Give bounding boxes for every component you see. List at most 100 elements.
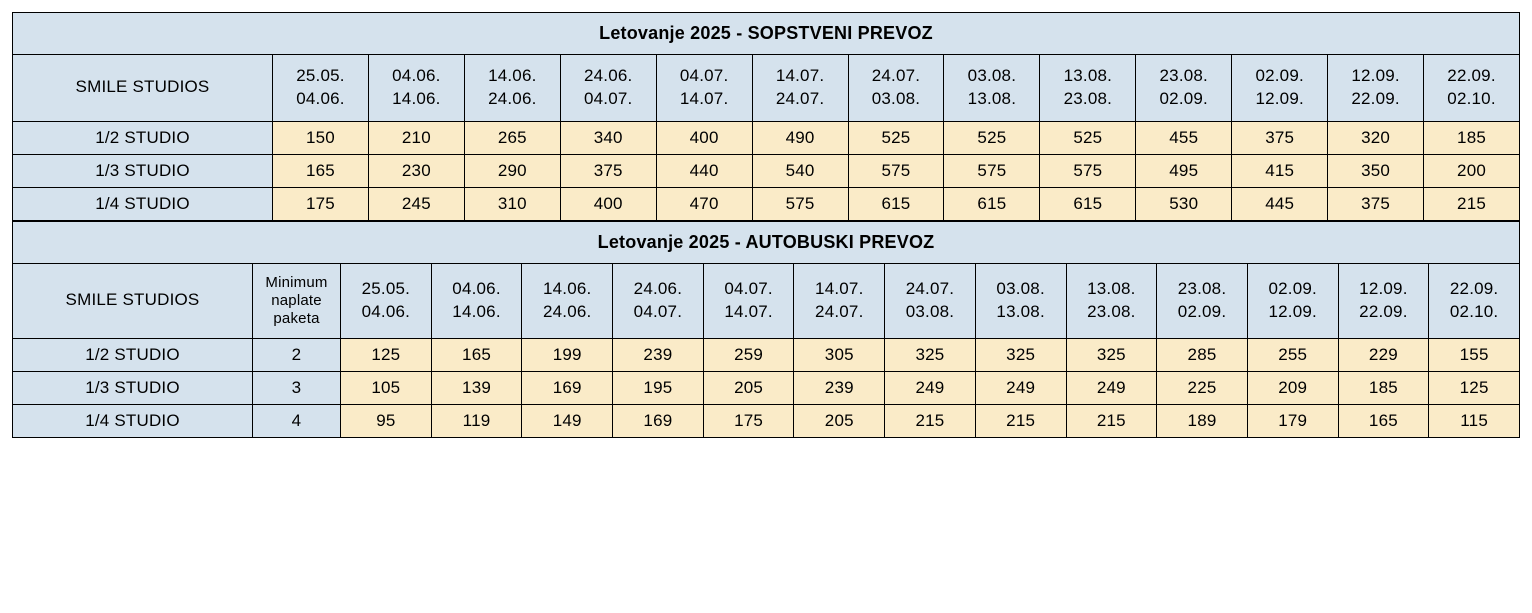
date-header: 14.07.24.07. [752, 55, 848, 122]
price-cell: 205 [794, 404, 885, 437]
min-package-header: Minimum naplate paketa [253, 263, 341, 338]
price-cell: 165 [1338, 404, 1429, 437]
row-label: 1/3 STUDIO [13, 371, 253, 404]
price-cell: 525 [848, 121, 944, 154]
price-cell: 125 [1429, 371, 1520, 404]
price-cell: 530 [1136, 187, 1232, 220]
table-row: 1/2 STUDIO 150 210 265 340 400 490 525 5… [13, 121, 1520, 154]
price-cell: 525 [944, 121, 1040, 154]
price-cell: 165 [273, 154, 369, 187]
price-cell: 245 [368, 187, 464, 220]
date-header: 13.08.23.08. [1066, 263, 1157, 338]
price-cell: 209 [1247, 371, 1338, 404]
price-cell: 455 [1136, 121, 1232, 154]
price-cell: 400 [560, 187, 656, 220]
price-cell: 285 [1157, 338, 1248, 371]
date-header: 22.09.02.10. [1429, 263, 1520, 338]
price-cell: 615 [848, 187, 944, 220]
price-cell: 440 [656, 154, 752, 187]
price-cell: 325 [885, 338, 976, 371]
price-cell: 325 [975, 338, 1066, 371]
date-header: 04.06.14.06. [431, 263, 522, 338]
price-cell: 149 [522, 404, 613, 437]
price-cell: 249 [975, 371, 1066, 404]
date-header: 13.08.23.08. [1040, 55, 1136, 122]
price-cell: 310 [464, 187, 560, 220]
row-header-label: SMILE STUDIOS [13, 263, 253, 338]
price-cell: 249 [885, 371, 976, 404]
row-label: 1/3 STUDIO [13, 154, 273, 187]
price-cell: 230 [368, 154, 464, 187]
price-cell: 350 [1328, 154, 1424, 187]
price-cell: 229 [1338, 338, 1429, 371]
price-cell: 239 [794, 371, 885, 404]
price-cell: 215 [1424, 187, 1520, 220]
date-header: 24.06.04.07. [560, 55, 656, 122]
min-package-cell: 2 [253, 338, 341, 371]
date-header: 14.06.24.06. [464, 55, 560, 122]
price-cell: 215 [1066, 404, 1157, 437]
table-title: Letovanje 2025 - SOPSTVENI PREVOZ [13, 13, 1520, 55]
price-table-container: Letovanje 2025 - AUTOBUSKI PREVOZ SMILE … [12, 221, 1520, 438]
date-header: 03.08.13.08. [975, 263, 1066, 338]
price-cell: 215 [975, 404, 1066, 437]
date-header: 24.07.03.08. [885, 263, 976, 338]
price-cell: 210 [368, 121, 464, 154]
price-cell: 265 [464, 121, 560, 154]
price-cell: 200 [1424, 154, 1520, 187]
price-cell: 540 [752, 154, 848, 187]
table-row: 1/3 STUDIO 165 230 290 375 440 540 575 5… [13, 154, 1520, 187]
price-cell: 185 [1424, 121, 1520, 154]
price-cell: 185 [1338, 371, 1429, 404]
price-cell: 255 [1247, 338, 1338, 371]
price-cell: 375 [1232, 121, 1328, 154]
date-header: 04.07.14.07. [656, 55, 752, 122]
price-cell: 575 [944, 154, 1040, 187]
date-header: 25.05.04.06. [341, 263, 432, 338]
table-row: 1/2 STUDIO 2 125 165 199 239 259 305 325… [13, 338, 1520, 371]
table-row: 1/4 STUDIO 175 245 310 400 470 575 615 6… [13, 187, 1520, 220]
price-table-own-transport: Letovanje 2025 - SOPSTVENI PREVOZ SMILE … [12, 12, 1520, 221]
price-cell: 445 [1232, 187, 1328, 220]
price-cell: 320 [1328, 121, 1424, 154]
date-header: 25.05.04.06. [273, 55, 369, 122]
date-header: 22.09.02.10. [1424, 55, 1520, 122]
price-cell: 179 [1247, 404, 1338, 437]
price-cell: 225 [1157, 371, 1248, 404]
date-header: 24.07.03.08. [848, 55, 944, 122]
price-table-bus-transport: Letovanje 2025 - AUTOBUSKI PREVOZ SMILE … [12, 221, 1520, 438]
table-row: 1/3 STUDIO 3 105 139 169 195 205 239 249… [13, 371, 1520, 404]
price-cell: 239 [613, 338, 704, 371]
date-header: 02.09.12.09. [1232, 55, 1328, 122]
date-header: 14.07.24.07. [794, 263, 885, 338]
min-package-cell: 3 [253, 371, 341, 404]
price-cell: 249 [1066, 371, 1157, 404]
price-cell: 155 [1429, 338, 1520, 371]
price-cell: 375 [1328, 187, 1424, 220]
price-cell: 105 [341, 371, 432, 404]
table-row: 1/4 STUDIO 4 95 119 149 169 175 205 215 … [13, 404, 1520, 437]
date-header: 04.06.14.06. [368, 55, 464, 122]
price-cell: 415 [1232, 154, 1328, 187]
price-cell: 615 [1040, 187, 1136, 220]
price-cell: 175 [273, 187, 369, 220]
date-header: 04.07.14.07. [703, 263, 794, 338]
price-cell: 125 [341, 338, 432, 371]
price-cell: 259 [703, 338, 794, 371]
price-cell: 575 [752, 187, 848, 220]
price-cell: 525 [1040, 121, 1136, 154]
date-header: 23.08.02.09. [1157, 263, 1248, 338]
price-cell: 215 [885, 404, 976, 437]
price-cell: 169 [613, 404, 704, 437]
date-header: 12.09.22.09. [1338, 263, 1429, 338]
row-label: 1/4 STUDIO [13, 187, 273, 220]
price-cell: 290 [464, 154, 560, 187]
price-cell: 199 [522, 338, 613, 371]
table-header-row: SMILE STUDIOS Minimum naplate paketa 25.… [13, 263, 1520, 338]
date-header: 14.06.24.06. [522, 263, 613, 338]
price-cell: 95 [341, 404, 432, 437]
price-cell: 490 [752, 121, 848, 154]
date-header: 02.09.12.09. [1247, 263, 1338, 338]
price-cell: 575 [848, 154, 944, 187]
table-header-row: SMILE STUDIOS 25.05.04.06. 04.06.14.06. … [13, 55, 1520, 122]
